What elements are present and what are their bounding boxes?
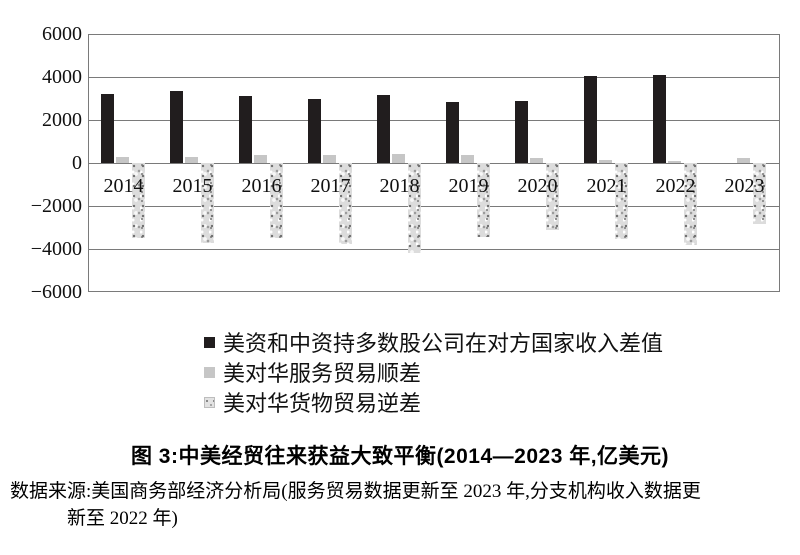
legend-label-goods-deficit: 美对华货物贸易逆差 <box>223 391 422 416</box>
bar-income-2018 <box>377 95 390 163</box>
gridline--4000 <box>89 249 779 250</box>
legend-item-income-gap: 美资和中资持多数股公司在对方国家收入差值 <box>204 327 663 357</box>
legend-label-income-gap: 美资和中资持多数股公司在对方国家收入差值 <box>223 331 664 356</box>
bar-services-2017 <box>323 154 336 163</box>
bar-goods-2017 <box>339 163 352 244</box>
bar-services-2020 <box>530 157 543 163</box>
plot-area: 2014 2015 2016 2017 2018 2019 2020 2021 2022 2023 <box>88 34 780 292</box>
bar-income-2014 <box>101 94 114 163</box>
bar-goods-2014 <box>132 163 145 239</box>
legend-swatch-speckled-icon <box>204 396 215 408</box>
legend-item-goods-deficit: 美对华货物贸易逆差 <box>204 387 663 417</box>
x-tick-label-2023: 2023 <box>724 175 765 197</box>
bar-income-2016 <box>239 96 252 163</box>
x-tick-label-2020: 2020 <box>517 175 558 197</box>
chart-legend: 美资和中资持多数股公司在对方国家收入差值 美对华服务贸易顺差 美对华货物贸易逆差 <box>204 327 663 417</box>
bar-income-2017 <box>308 98 321 163</box>
figure-caption: 图 3:中美经贸往来获益大致平衡(2014—2023 年,亿美元) <box>130 445 670 468</box>
y-tick-label: 4000 <box>42 66 82 88</box>
y-tick-label: −4000 <box>30 238 82 260</box>
bar-services-2022 <box>668 161 681 163</box>
data-source-line2: 新至 2022 年) <box>67 508 178 529</box>
x-tick-label-2015: 2015 <box>172 175 213 197</box>
bar-goods-2022 <box>684 163 697 246</box>
y-tick-label: 0 <box>72 152 82 174</box>
gridline--2000 <box>89 206 779 207</box>
y-tick-label: 6000 <box>42 23 82 45</box>
bar-income-2022 <box>653 74 666 163</box>
bar-services-2019 <box>461 155 474 163</box>
y-tick-label: 2000 <box>42 109 82 131</box>
bar-income-2021 <box>584 76 597 163</box>
bar-goods-2018 <box>408 163 421 253</box>
bar-goods-2016 <box>270 163 283 239</box>
y-tick-label: −6000 <box>30 281 82 303</box>
x-tick-label-2021: 2021 <box>586 175 627 197</box>
y-tick-label: −2000 <box>30 195 82 217</box>
x-tick-label-2022: 2022 <box>655 175 696 197</box>
bar-services-2023 <box>737 157 750 163</box>
data-source-note: 数据来源:美国商务部经济分析局(服务贸易数据更新至 2023 年,分支机构收入数… <box>10 478 794 532</box>
x-tick-label-2019: 2019 <box>448 175 489 197</box>
bar-goods-2023 <box>753 163 766 225</box>
x-tick-label-2018: 2018 <box>379 175 420 197</box>
bar-services-2014 <box>116 156 129 163</box>
gridline-6000 <box>89 34 779 35</box>
legend-swatch-black-icon <box>204 336 215 348</box>
gridline-2000 <box>89 120 779 121</box>
x-tick-label-2014: 2014 <box>103 175 144 197</box>
x-tick-label-2016: 2016 <box>241 175 282 197</box>
bar-income-2015 <box>170 90 183 163</box>
bar-goods-2020 <box>546 163 559 230</box>
x-tick-label-2017: 2017 <box>310 175 351 197</box>
bar-goods-2015 <box>201 163 214 243</box>
legend-label-services-surplus: 美对华服务贸易顺差 <box>223 361 422 386</box>
gridline-4000 <box>89 77 779 78</box>
legend-swatch-gray-icon <box>204 366 215 378</box>
bar-services-2015 <box>185 156 198 163</box>
bar-services-2021 <box>599 160 612 163</box>
legend-item-services-surplus: 美对华服务贸易顺差 <box>204 357 663 387</box>
y-axis-labels: 6000 4000 2000 0 −2000 −4000 −6000 <box>0 23 82 303</box>
bar-services-2016 <box>254 155 267 163</box>
bar-goods-2019 <box>477 163 490 238</box>
bar-services-2018 <box>392 154 405 163</box>
bar-goods-2021 <box>615 163 628 240</box>
bar-income-2019 <box>446 101 459 163</box>
bar-income-2020 <box>515 101 528 163</box>
gridline--6000 <box>89 291 779 292</box>
gridline-0 <box>89 163 779 164</box>
data-source-line1: 数据来源:美国商务部经济分析局(服务贸易数据更新至 2023 年,分支机构收入数… <box>10 481 701 502</box>
